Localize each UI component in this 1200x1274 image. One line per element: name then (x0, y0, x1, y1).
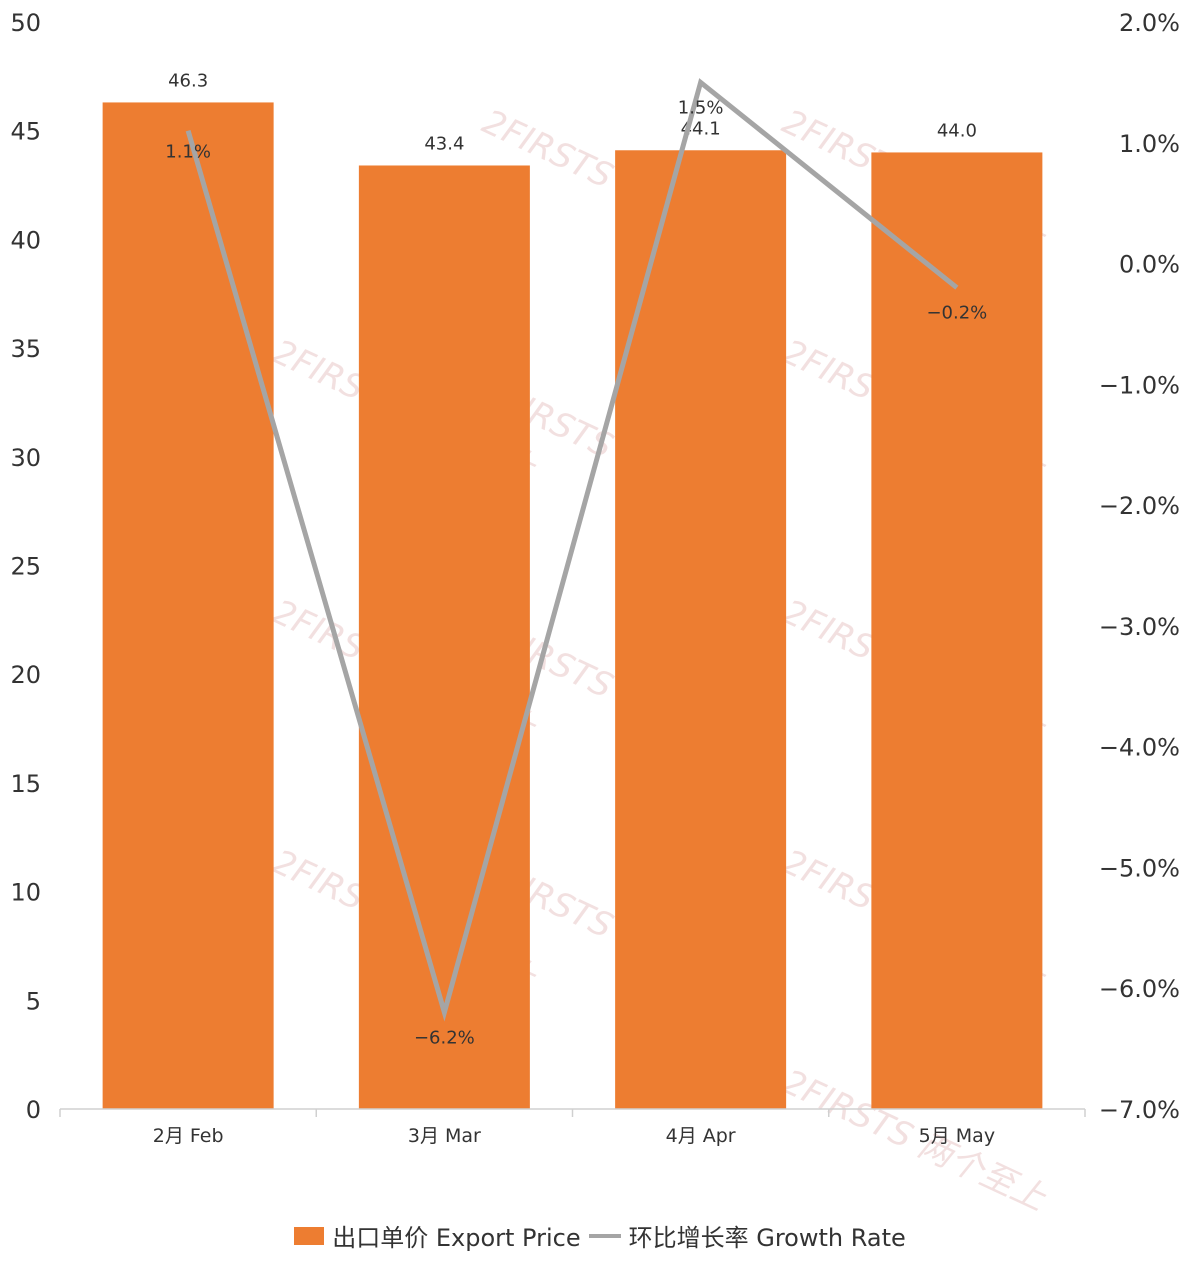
legend-line-swatch (588, 1233, 621, 1238)
bar-series (102, 102, 1043, 1110)
line-data-label: 1.5% (678, 97, 724, 118)
left-y-tick-label: 25 (10, 553, 41, 581)
left-y-tick-label: 35 (10, 335, 41, 363)
right-y-tick-label: −6.0% (1099, 975, 1180, 1003)
left-y-tick-label: 10 (10, 879, 41, 907)
left-y-tick-label: 30 (10, 444, 41, 472)
right-y-tick-label: −2.0% (1099, 492, 1180, 520)
line-data-labels: 1.1% −6.2% 1.5% −0.2% (165, 97, 987, 1048)
right-y-tick-label: −3.0% (1099, 613, 1180, 641)
line-data-label: 1.1% (165, 142, 211, 163)
left-y-tick-label: 40 (10, 226, 41, 254)
line-data-label: −6.2% (414, 1027, 475, 1048)
line-data-label: −0.2% (926, 303, 987, 324)
right-y-tick-label: −4.0% (1099, 734, 1180, 762)
right-y-axis: 2.0% 1.0% 0.0% −1.0% −2.0% −3.0% −4.0% −5.0% −6.… (1099, 9, 1180, 1124)
left-y-tick-label: 45 (10, 118, 41, 146)
x-axis-label: 2月 Feb (153, 1125, 224, 1147)
right-y-tick-label: 1.0% (1119, 130, 1180, 158)
right-y-tick-label: 2.0% (1119, 9, 1180, 37)
growth-rate-line (185, 78, 959, 1022)
x-axis-label: 4月 Apr (666, 1125, 736, 1147)
left-y-tick-label: 0 (26, 1096, 41, 1124)
left-y-axis: 0 5 10 15 20 25 30 35 40 45 50 (10, 9, 41, 1124)
bar (358, 165, 530, 1109)
left-y-tick-label: 15 (10, 770, 41, 798)
bar (102, 102, 274, 1110)
bar (615, 150, 787, 1110)
bar-data-label: 46.3 (168, 70, 208, 91)
legend-label-growth-rate: 环比增长率 Growth Rate (628, 1224, 906, 1252)
legend-bar-swatch (294, 1226, 325, 1245)
bar-data-label: 44.0 (937, 120, 977, 141)
legend: 出口单价 Export Price 环比增长率 Growth Rate (0, 1218, 1200, 1253)
x-axis-ticks (59, 1109, 1086, 1117)
legend-label-export-price: 出口单价 Export Price (332, 1224, 581, 1252)
x-axis-label: 5月 May (919, 1125, 995, 1147)
legend-item-export-price: 出口单价 Export Price (294, 1218, 581, 1253)
left-y-tick-label: 5 (26, 987, 41, 1015)
left-y-tick-label: 50 (10, 9, 41, 37)
right-y-tick-label: −5.0% (1099, 854, 1180, 882)
x-axis-labels: 2月 Feb 3月 Mar 4月 Apr 5月 May (153, 1125, 995, 1147)
right-y-tick-label: −7.0% (1099, 1096, 1180, 1124)
right-y-tick-label: −1.0% (1099, 371, 1180, 399)
legend-item-growth-rate: 环比增长率 Growth Rate (588, 1218, 906, 1253)
right-y-tick-label: 0.0% (1119, 251, 1180, 279)
x-axis-label: 3月 Mar (408, 1125, 481, 1147)
bar (871, 152, 1043, 1109)
left-y-tick-label: 20 (10, 661, 41, 689)
bar-data-label: 43.4 (424, 133, 464, 154)
line-series (185, 78, 959, 1022)
